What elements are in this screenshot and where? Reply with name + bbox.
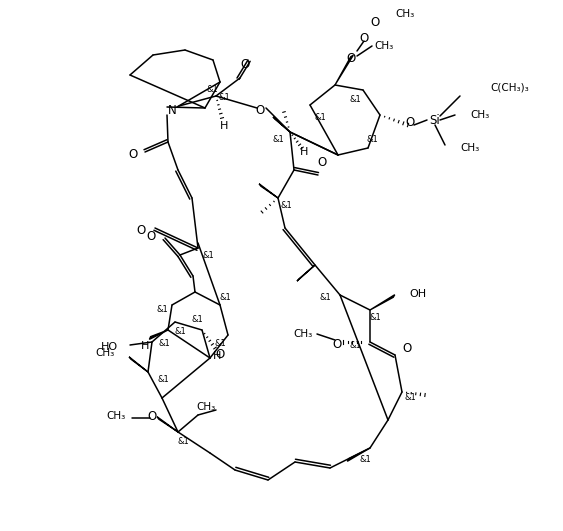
Text: CH₃: CH₃ xyxy=(294,329,313,339)
Text: O: O xyxy=(405,116,414,129)
Text: &1: &1 xyxy=(157,375,169,384)
Text: O: O xyxy=(148,409,157,423)
Polygon shape xyxy=(157,417,178,432)
Text: O: O xyxy=(146,229,155,243)
Text: &1: &1 xyxy=(218,93,230,102)
Text: H: H xyxy=(300,147,308,157)
Text: OH: OH xyxy=(409,289,426,299)
Text: &1: &1 xyxy=(359,456,371,465)
Text: O: O xyxy=(136,224,146,236)
Text: O: O xyxy=(332,338,342,350)
Text: &1: &1 xyxy=(319,294,331,303)
Polygon shape xyxy=(149,330,168,339)
Polygon shape xyxy=(129,357,148,372)
Text: O: O xyxy=(256,105,265,117)
Text: O: O xyxy=(346,52,356,64)
Text: CH₃: CH₃ xyxy=(374,41,393,51)
Text: HO: HO xyxy=(101,342,118,352)
Text: &1: &1 xyxy=(219,293,231,302)
Text: O: O xyxy=(216,347,225,361)
Text: &1: &1 xyxy=(366,135,378,144)
Text: &1: &1 xyxy=(349,341,361,350)
Text: &1: &1 xyxy=(158,339,170,348)
Text: O: O xyxy=(370,15,379,29)
Text: H: H xyxy=(141,341,149,351)
Polygon shape xyxy=(297,265,315,281)
Text: &1: &1 xyxy=(272,135,284,144)
Text: N: N xyxy=(168,104,176,116)
Text: O: O xyxy=(128,148,137,160)
Text: &1: &1 xyxy=(202,252,214,261)
Text: CH₃: CH₃ xyxy=(96,348,115,358)
Text: O: O xyxy=(318,157,327,169)
Text: H: H xyxy=(220,121,228,131)
Text: CH₃: CH₃ xyxy=(460,143,479,153)
Text: CH₃: CH₃ xyxy=(107,411,126,421)
Text: &1: &1 xyxy=(156,305,168,314)
Text: C(CH₃)₃: C(CH₃)₃ xyxy=(490,83,529,93)
Text: CH₃: CH₃ xyxy=(395,9,414,19)
Text: &1: &1 xyxy=(206,85,218,95)
Text: &1: &1 xyxy=(314,113,326,122)
Text: Si: Si xyxy=(430,114,440,126)
Polygon shape xyxy=(273,117,290,132)
Text: O: O xyxy=(359,31,369,45)
Text: &1: &1 xyxy=(369,313,381,322)
Text: &1: &1 xyxy=(191,315,203,324)
Text: O: O xyxy=(403,342,412,355)
Text: CH₃: CH₃ xyxy=(196,402,216,412)
Text: &1: &1 xyxy=(404,392,416,401)
Polygon shape xyxy=(259,184,278,198)
Text: &1: &1 xyxy=(214,338,226,347)
Text: O: O xyxy=(240,57,249,71)
Text: CH₃: CH₃ xyxy=(470,110,489,120)
Text: &1: &1 xyxy=(174,328,186,337)
Text: &1: &1 xyxy=(349,96,361,105)
Text: &1: &1 xyxy=(280,201,292,210)
Text: H: H xyxy=(213,351,221,361)
Polygon shape xyxy=(347,448,370,461)
Polygon shape xyxy=(335,55,354,85)
Text: &1: &1 xyxy=(177,438,189,447)
Polygon shape xyxy=(370,295,395,310)
